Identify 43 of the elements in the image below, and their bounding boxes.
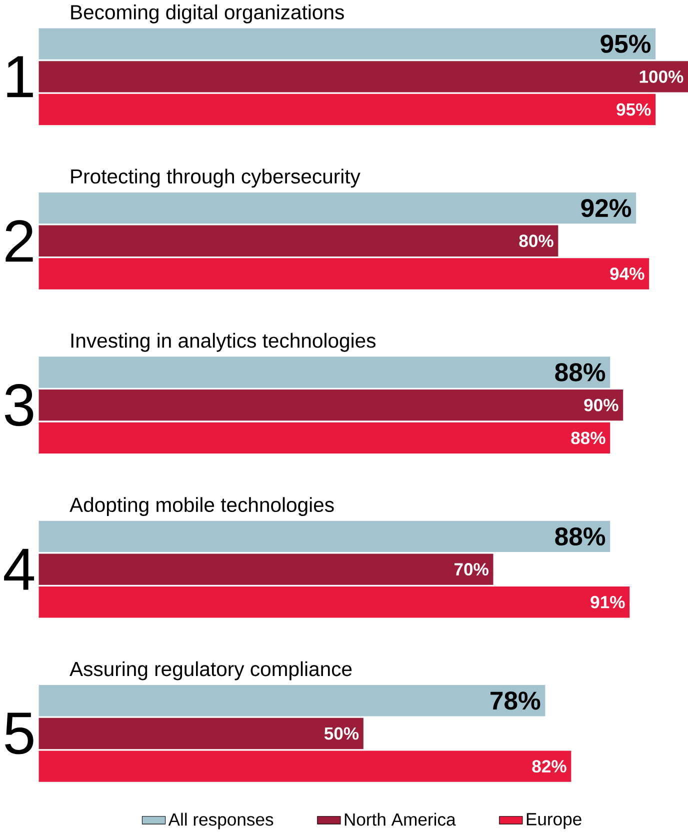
bar — [38, 586, 630, 618]
data-label: 82% — [532, 760, 566, 773]
bar — [38, 422, 610, 454]
data-label: 92% — [581, 198, 632, 218]
bar — [38, 94, 656, 126]
bar — [38, 61, 688, 92]
data-label: 91% — [590, 596, 625, 608]
bar — [38, 718, 364, 750]
y-tick-label: Becoming digital organizations — [71, 4, 344, 24]
bar — [38, 225, 558, 256]
y-tick-label: Investing in analytics technologies — [71, 332, 376, 352]
bar — [38, 389, 624, 421]
legend-label: North America — [344, 812, 456, 826]
bar — [38, 28, 656, 60]
bar — [38, 685, 546, 716]
text: 4 — [4, 548, 34, 590]
bar — [38, 258, 650, 290]
data-label: 95% — [600, 34, 651, 53]
data-label: 80% — [519, 234, 554, 248]
y-tick-label: Assuring regulatory compliance — [70, 661, 352, 680]
bar — [38, 554, 494, 585]
text: 2 — [6, 220, 33, 262]
data-label: 50% — [324, 727, 359, 740]
data-label: 88% — [555, 363, 606, 382]
legend-label: All responses — [168, 812, 274, 830]
data-label: 78% — [490, 692, 540, 710]
bar — [38, 750, 572, 782]
y-tick-label: Protecting through cybersecurity — [71, 168, 360, 188]
text: 5 — [5, 712, 34, 754]
text: 1 — [7, 56, 33, 98]
data-label: 70% — [454, 563, 488, 576]
bar — [38, 520, 610, 552]
text: 3 — [4, 384, 34, 426]
data-label: 100% — [640, 70, 684, 83]
bar — [38, 192, 636, 224]
legend-label: Europe — [526, 813, 582, 829]
data-label: 88% — [571, 432, 606, 444]
bar — [38, 356, 610, 388]
y-tick-label: Adopting mobile technologies — [70, 497, 334, 516]
data-label: 95% — [616, 103, 651, 116]
data-label: 88% — [555, 527, 606, 546]
data-label: 94% — [610, 267, 644, 280]
data-label: 90% — [584, 398, 618, 412]
